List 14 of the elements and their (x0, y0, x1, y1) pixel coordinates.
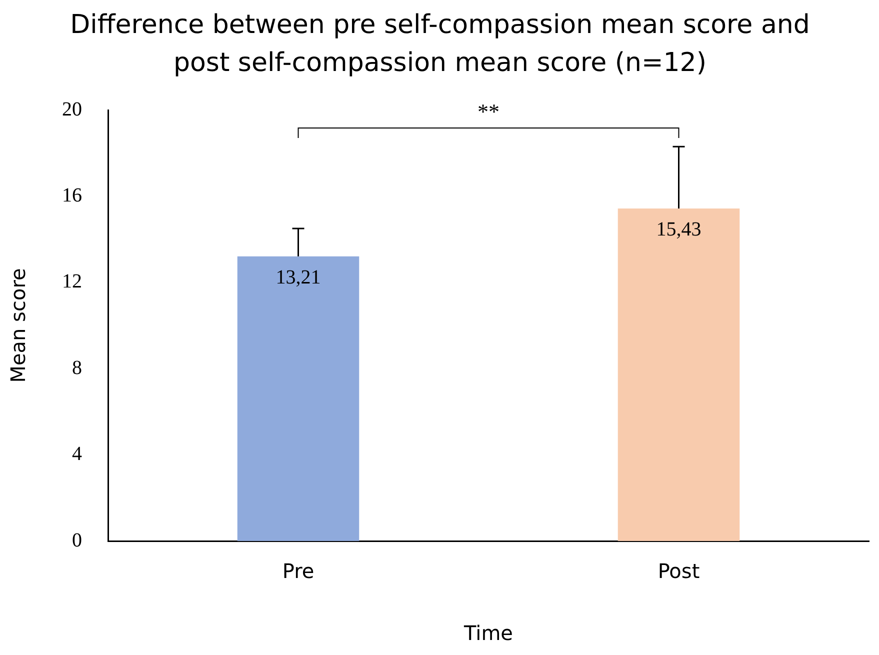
data-label: 15,43 (656, 218, 702, 241)
chart-title: Difference between pre self-compassion mean score and post self-compassion mean score (n=12) (69, 9, 811, 80)
y-tick-label: 12 (62, 270, 82, 293)
x-tick-label: Pre (282, 559, 314, 584)
y-axis-title: Mean score (6, 268, 30, 383)
data-label: 13,21 (276, 266, 321, 289)
y-tick-label: 16 (62, 184, 82, 206)
x-axis-title: Time (463, 621, 513, 646)
y-tick-label: 0 (72, 529, 82, 552)
y-tick-label: 8 (72, 356, 82, 379)
annotation: ** (478, 98, 500, 124)
y-tick-label: 20 (62, 98, 82, 120)
y-tick-label: 4 (72, 443, 82, 466)
x-tick-label: Post (658, 559, 700, 584)
